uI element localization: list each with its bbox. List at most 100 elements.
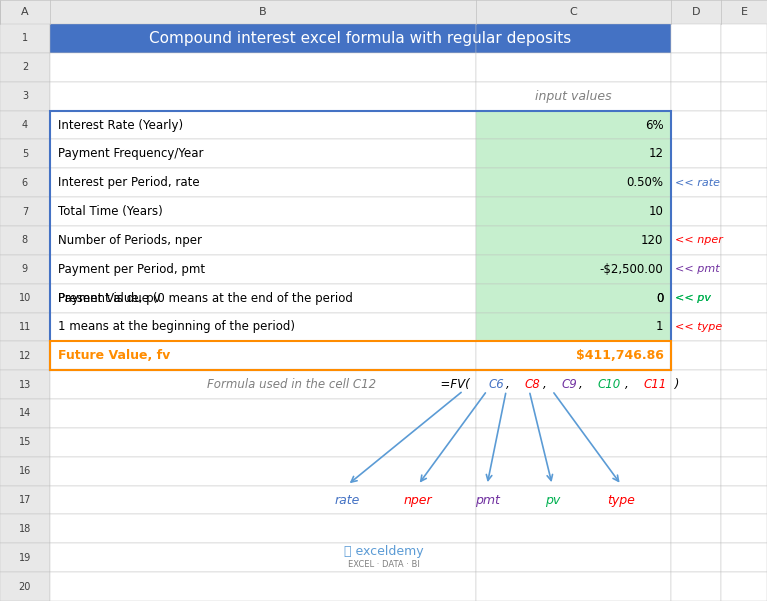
Text: << pmt: << pmt [675, 264, 719, 274]
Text: << rate: << rate [675, 178, 720, 188]
Text: Number of Periods, nper: Number of Periods, nper [58, 234, 202, 247]
Text: $411,746.86: $411,746.86 [575, 349, 663, 362]
Text: ,: , [625, 378, 633, 391]
Text: nper: nper [403, 493, 433, 507]
Text: << pv: << pv [675, 293, 711, 303]
Text: 6: 6 [22, 178, 28, 188]
Text: B: B [259, 7, 266, 17]
Text: 1: 1 [22, 34, 28, 43]
Bar [50, 168, 476, 197]
Bar [476, 255, 671, 284]
Bar [0, 53, 50, 82]
Bar [476, 428, 671, 457]
Text: 20: 20 [18, 582, 31, 591]
Text: Total Time (Years): Total Time (Years) [58, 205, 163, 218]
Text: 6%: 6% [645, 118, 663, 132]
Bar [721, 168, 767, 197]
Text: << nper: << nper [675, 236, 723, 245]
Text: << pv: << pv [675, 293, 711, 303]
Bar [50, 82, 476, 111]
Bar [476, 139, 671, 168]
Bar [476, 313, 671, 341]
Text: -$2,500.00: -$2,500.00 [600, 263, 663, 276]
Text: Interest per Period, rate: Interest per Period, rate [58, 176, 199, 189]
Bar [476, 341, 671, 370]
Bar [50, 255, 476, 284]
Bar [671, 370, 721, 399]
Text: C9: C9 [561, 378, 577, 391]
Text: ,: , [543, 378, 551, 391]
Text: ,: , [506, 378, 514, 391]
Bar [721, 284, 767, 313]
Text: 0: 0 [656, 291, 663, 305]
Text: Payment is due (0 means at the end of the period: Payment is due (0 means at the end of th… [58, 291, 352, 305]
Bar [476, 457, 671, 486]
Bar [476, 543, 671, 572]
Text: 18: 18 [19, 524, 31, 534]
Bar [50, 486, 476, 514]
Bar [721, 572, 767, 601]
Text: 120: 120 [641, 234, 663, 247]
Text: Payment per Period, pmt: Payment per Period, pmt [58, 263, 205, 276]
Bar [50, 399, 476, 428]
Bar [671, 543, 721, 572]
Bar [0, 82, 50, 111]
Bar [476, 514, 671, 543]
Bar [671, 111, 721, 139]
Bar [0, 111, 50, 139]
Text: A: A [21, 7, 28, 17]
Text: rate: rate [334, 493, 360, 507]
Text: input values: input values [535, 90, 611, 103]
Text: C6: C6 [488, 378, 504, 391]
Bar [50, 111, 671, 370]
Text: E: E [740, 7, 748, 17]
Text: Future Value, fv: Future Value, fv [58, 349, 170, 362]
Text: 13: 13 [19, 380, 31, 389]
Bar [0, 284, 50, 313]
Bar [50, 284, 476, 313]
Bar [671, 139, 721, 168]
Bar [0, 543, 50, 572]
Text: C11: C11 [644, 378, 667, 391]
Text: 16: 16 [19, 466, 31, 476]
Text: 14: 14 [19, 409, 31, 418]
Text: C: C [569, 7, 578, 17]
Text: 5: 5 [21, 149, 28, 159]
Text: EXCEL · DATA · BI: EXCEL · DATA · BI [347, 561, 420, 569]
Text: 19: 19 [19, 553, 31, 563]
Bar [721, 82, 767, 111]
Bar [721, 341, 767, 370]
Bar [0, 341, 50, 370]
Bar [0, 226, 50, 255]
Bar [671, 168, 721, 197]
Text: 12: 12 [648, 147, 663, 160]
Bar [721, 24, 767, 53]
Text: 8: 8 [22, 236, 28, 245]
Bar [671, 399, 721, 428]
Bar [721, 226, 767, 255]
Bar [0, 24, 50, 53]
Text: Present Value, pv: Present Value, pv [58, 291, 160, 305]
Bar [671, 226, 721, 255]
Text: type: type [607, 493, 635, 507]
Bar [0, 457, 50, 486]
Bar [721, 313, 767, 341]
Bar [0, 139, 50, 168]
Bar [671, 313, 721, 341]
Bar [50, 139, 476, 168]
Bar [50, 53, 476, 82]
Text: 12: 12 [18, 351, 31, 361]
Text: 7: 7 [21, 207, 28, 216]
Text: 2: 2 [21, 63, 28, 72]
Text: << type: << type [675, 322, 723, 332]
Text: C10: C10 [597, 378, 621, 391]
Bar [0, 514, 50, 543]
Text: 0.50%: 0.50% [627, 176, 663, 189]
Bar [0, 313, 50, 341]
Bar [721, 255, 767, 284]
Text: Payment Frequency/Year: Payment Frequency/Year [58, 147, 203, 160]
Text: 10: 10 [19, 293, 31, 303]
Bar [476, 24, 671, 53]
Bar [50, 341, 671, 370]
Bar [671, 486, 721, 514]
